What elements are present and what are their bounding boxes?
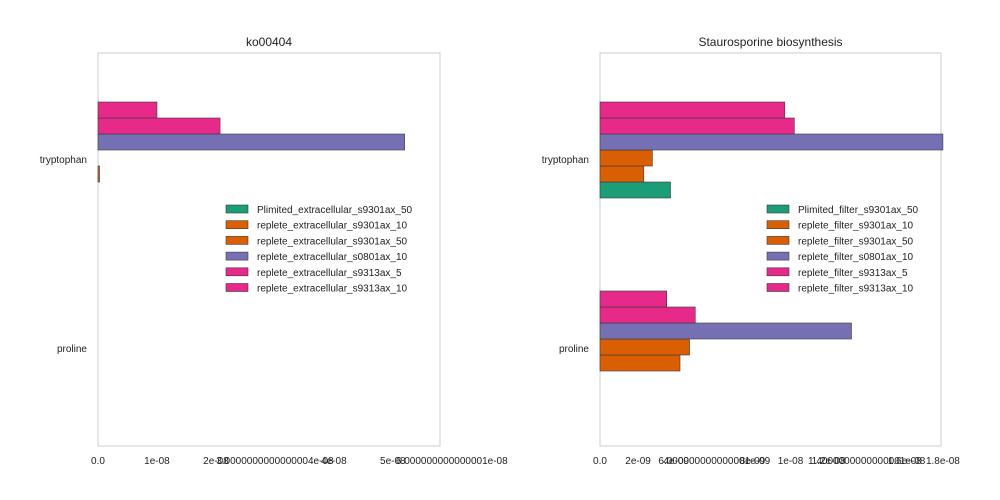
x-tick-label: 2e-09: [625, 456, 651, 467]
x-tick-label: 1.2e-08: [812, 456, 846, 467]
legend-swatch: [225, 283, 249, 292]
x-tick-label: 1e-08: [778, 456, 804, 467]
legend-swatch: [225, 236, 249, 245]
legend-swatch: [766, 204, 790, 214]
x-tick-label: 4e-08: [321, 456, 347, 467]
bar-tryptophan-series-5: [97, 101, 158, 119]
bar-proline-series-5: [599, 290, 667, 308]
bar-tryptophan-series-1: [97, 165, 100, 183]
chart-panel-staurosporine: Staurosporine biosynthesis 0.0 2e-09 4e-096…: [542, 35, 961, 467]
legend-swatch: [766, 220, 790, 229]
legend: Plimited_filter_s9301ax_50 replete_filter…: [766, 204, 919, 295]
plot-frame: [599, 52, 942, 447]
bar-tryptophan-series-3: [97, 133, 405, 151]
x-tick-label: 1e-08: [144, 456, 170, 467]
y-category-label: tryptophan: [542, 155, 589, 166]
x-tick-label: 0.0: [91, 456, 105, 467]
x-tick-label: 8e-09: [740, 456, 766, 467]
bar-proline-series-2: [599, 338, 690, 356]
bar-tryptophan-series-3: [599, 133, 944, 151]
x-tick-label: 1.6e-08: [888, 456, 922, 467]
bar-tryptophan-series-5: [599, 101, 786, 119]
legend-label: replete_extracellular_s9313ax_5: [257, 268, 402, 279]
bar-proline-series-4: [599, 306, 696, 324]
legend-swatch: [225, 267, 249, 277]
legend-label: replete_filter_s9301ax_10: [798, 221, 914, 232]
y-category-label: proline: [559, 344, 589, 355]
bar-tryptophan-series-0: [599, 181, 671, 199]
chart-panel-ko00404: ko00404 0.0 1e-08 2e-083.0000000000000004e-…: [40, 35, 508, 467]
legend: Plimited_extracellular_s9301ax_50replete…: [225, 204, 413, 295]
legend-swatch: [225, 204, 249, 214]
x-tick-label: 3.0000000000000004e-08: [216, 456, 334, 467]
legend-swatch: [766, 283, 790, 292]
legend-swatch: [766, 236, 790, 245]
x-tick-label: 5e-08: [380, 456, 406, 467]
x-tick-label: 6.000000000000001e-08: [396, 456, 508, 467]
x-tick-label: 1.8e-08: [926, 456, 960, 467]
chart-title: Staurosporine biosynthesis: [698, 35, 842, 49]
x-tick-label: 6.000000000000001e-09: [658, 456, 770, 467]
legend-label: replete_extracellular_s9313ax_10: [257, 284, 408, 295]
legend-label: replete_extracellular_s9301ax_10: [257, 221, 408, 232]
y-category-label: proline: [57, 344, 87, 355]
legend-swatch: [766, 267, 790, 277]
bar-tryptophan-series-4: [97, 117, 221, 135]
legend-swatch: [225, 251, 249, 261]
bar-proline-series-1: [599, 354, 681, 372]
legend-label: replete_filter_s9301ax_50: [798, 236, 914, 247]
x-tick-label: 0.0: [593, 456, 607, 467]
legend-swatch: [766, 251, 790, 261]
x-tick-label: 2e-08: [203, 456, 229, 467]
legend-label: replete_filter_s9313ax_5: [798, 268, 908, 279]
plot-frame: [97, 52, 441, 447]
bar-tryptophan-series-1: [599, 165, 645, 183]
legend-label: replete_extracellular_s0801ax_10: [257, 252, 408, 263]
chart-title: ko00404: [246, 35, 292, 49]
legend-label: replete_filter_s9313ax_10: [798, 284, 914, 295]
bar-proline-series-3: [599, 322, 852, 340]
x-tick-label: 4e-09: [663, 456, 689, 467]
x-tick-label: 1.4000000000000001e-08: [808, 456, 926, 467]
y-category-label: tryptophan: [40, 155, 87, 166]
legend-label: replete_extracellular_s9301ax_50: [257, 236, 408, 247]
bar-tryptophan-series-2: [599, 149, 653, 167]
legend-label: replete_filter_s0801ax_10: [798, 252, 914, 263]
legend-swatch: [225, 220, 249, 229]
bar-tryptophan-series-4: [599, 117, 795, 135]
legend-label: Plimited_filter_s9301ax_50: [798, 205, 919, 216]
legend-label: Plimited_extracellular_s9301ax_50: [257, 205, 413, 216]
